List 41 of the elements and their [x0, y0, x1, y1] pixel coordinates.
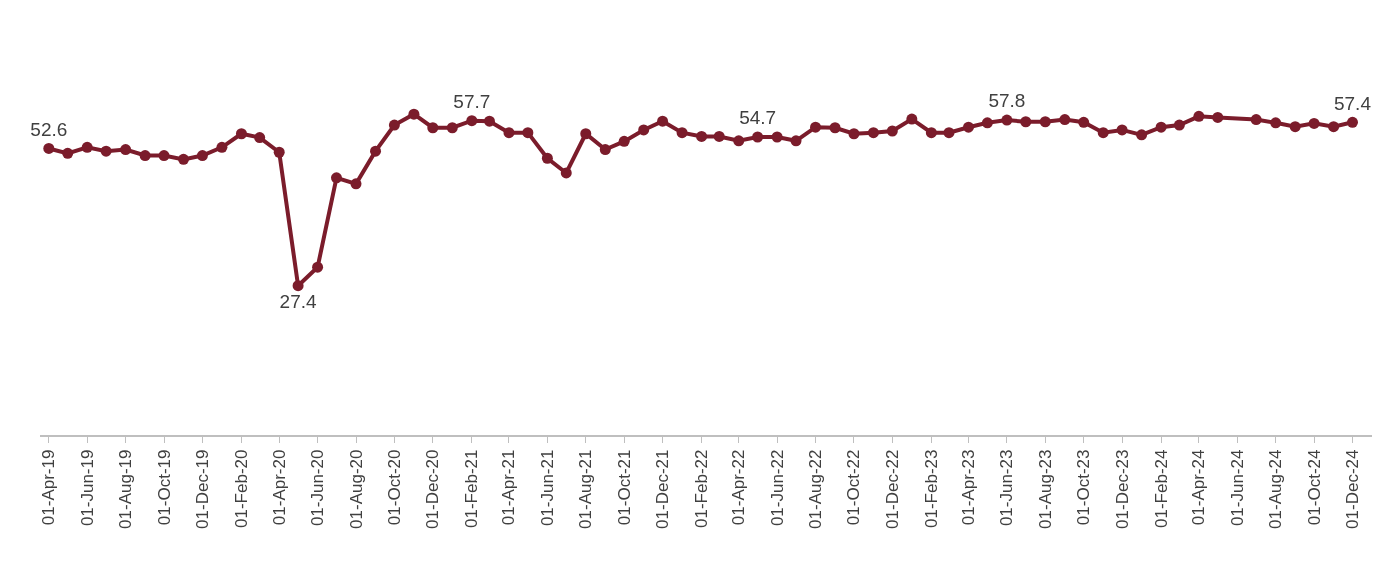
x-tick-label: 01-Apr-22 — [729, 449, 749, 526]
x-tick-label: 01-Apr-23 — [959, 449, 979, 526]
x-tick-label: 01-Dec-23 — [1112, 449, 1132, 529]
x-tick-label: 01-Oct-24 — [1304, 449, 1324, 526]
x-tick-label: 01-Dec-21 — [653, 449, 673, 529]
x-tick-label: 01-Jun-19 — [77, 449, 97, 527]
data-label: 27.4 — [279, 290, 318, 312]
x-tick-label: 01-Jun-24 — [1227, 449, 1247, 527]
x-tick-label: 01-Dec-19 — [192, 449, 212, 529]
x-tick-label: 01-Apr-19 — [39, 449, 59, 526]
data-label: 52.6 — [30, 118, 68, 140]
x-tick-label: 01-Aug-20 — [346, 449, 366, 529]
x-tick-label: 01-Jun-22 — [767, 449, 787, 527]
x-tick-label: 01-Oct-20 — [384, 449, 404, 526]
x-tick-label: 01-Apr-21 — [499, 449, 519, 526]
data-label: 54.7 — [739, 107, 777, 129]
x-tick-label: 01-Dec-24 — [1343, 449, 1363, 529]
x-tick-label: 01-Apr-20 — [269, 449, 289, 526]
x-tick-label: 01-Aug-21 — [576, 449, 596, 529]
x-tick-label: 01-Jun-20 — [308, 449, 328, 527]
x-tick-label: 01-Dec-22 — [882, 449, 902, 529]
x-tick-label: 01-Feb-20 — [231, 449, 251, 528]
data-label: 57.8 — [988, 90, 1026, 112]
x-tick-label: 01-Oct-23 — [1074, 449, 1094, 526]
x-tick-label: 01-Feb-21 — [462, 449, 482, 528]
data-label: 57.4 — [1334, 92, 1372, 114]
x-tick-label: 01-Feb-23 — [921, 449, 941, 528]
x-tick-label: 01-Oct-21 — [614, 449, 634, 526]
x-tick-label: 01-Oct-19 — [154, 449, 174, 526]
x-tick-label: 01-Apr-24 — [1189, 449, 1209, 526]
x-tick-label: 01-Aug-19 — [116, 449, 136, 529]
x-tick-label: 01-Aug-23 — [1035, 449, 1055, 529]
x-tick-label: 01-Aug-22 — [806, 449, 826, 529]
data-label: 57.7 — [453, 91, 491, 113]
x-tick-label: 01-Oct-22 — [844, 449, 864, 526]
x-tick-label: 01-Aug-24 — [1266, 449, 1286, 529]
x-tick-label: 01-Feb-24 — [1151, 449, 1171, 528]
x-tick-label: 01-Feb-22 — [692, 449, 712, 528]
x-tick-label: 01-Jun-23 — [997, 449, 1017, 527]
x-tick-label: 01-Jun-21 — [537, 449, 557, 527]
x-tick-label: 01-Dec-20 — [423, 449, 443, 529]
